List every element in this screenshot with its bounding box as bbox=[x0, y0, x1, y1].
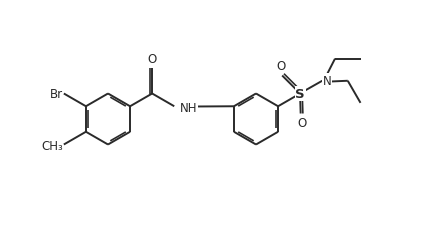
Text: S: S bbox=[296, 88, 305, 101]
Text: N: N bbox=[323, 74, 332, 87]
Text: NH: NH bbox=[180, 101, 197, 114]
Text: O: O bbox=[148, 53, 157, 66]
Text: O: O bbox=[297, 117, 306, 130]
Text: CH₃: CH₃ bbox=[41, 139, 63, 152]
Text: O: O bbox=[276, 60, 286, 73]
Text: Br: Br bbox=[50, 87, 63, 100]
